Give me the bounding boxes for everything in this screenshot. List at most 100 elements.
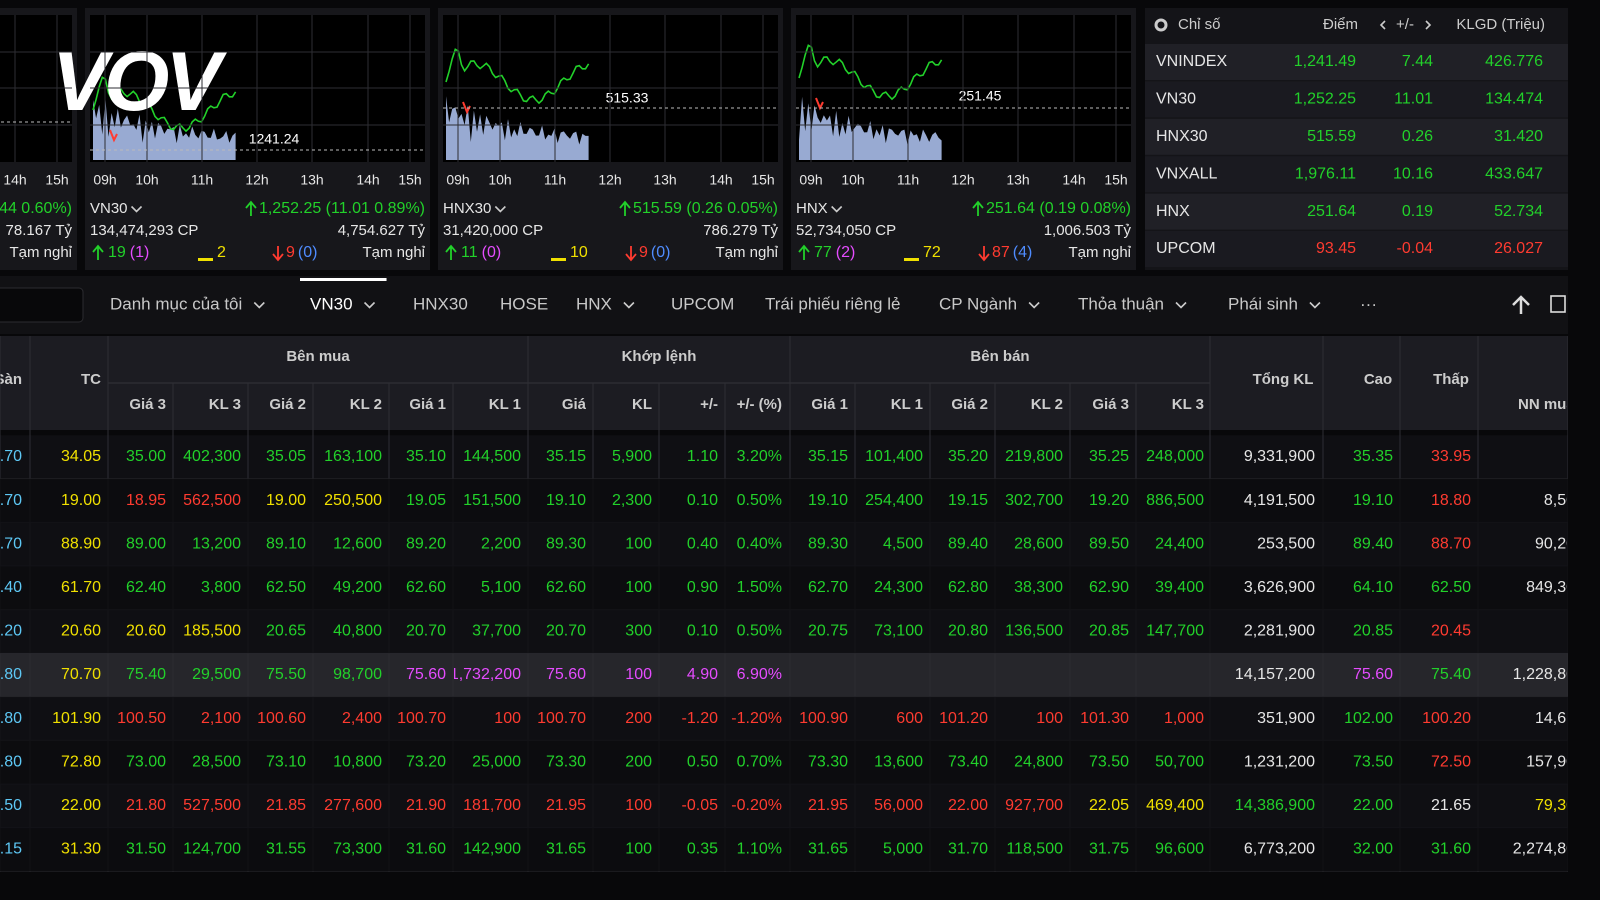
advancers: 19 (108, 244, 126, 261)
index-name: VN30 (90, 200, 128, 217)
table-cell: 35.35 (1353, 448, 1393, 465)
tab[interactable]: Phái sinh (1228, 294, 1298, 313)
table-row (0, 522, 1568, 566)
time-label: 11h (544, 172, 566, 188)
tab[interactable]: HNX30 (413, 294, 468, 313)
index-name: HNX30 (443, 200, 491, 217)
table-row (0, 784, 1568, 828)
table-cell: 24,300 (874, 579, 923, 596)
table-cell: .20 (0, 623, 22, 640)
arrow-up-icon (445, 244, 457, 260)
tab[interactable]: Trái phiếu riêng lẻ (765, 294, 900, 313)
table-cell: -1.20 (682, 710, 719, 727)
tab[interactable]: HOSE (500, 294, 548, 313)
table-cell: 13,600 (874, 753, 923, 770)
table-cell: 20.45 (1431, 623, 1471, 640)
table-cell: 5,900 (612, 448, 652, 465)
table-cell: 2,100 (201, 710, 241, 727)
table-cell: 62.90 (1089, 579, 1129, 596)
table-cell: 89.30 (546, 535, 586, 552)
table-cell: 13,200 (192, 535, 241, 552)
table-cell: 219,800 (1005, 448, 1063, 465)
table-cell: 19.10 (1353, 492, 1393, 509)
session-status: Tạm nghỉ (1068, 244, 1131, 261)
table-cell: 73.20 (406, 753, 446, 770)
table-cell: 37,700 (472, 623, 521, 640)
table-cell: 20.70 (546, 623, 586, 640)
table-cell: 32.00 (1353, 841, 1393, 858)
unchanged: 10 (570, 244, 588, 261)
tab[interactable]: CP Ngành (939, 294, 1017, 313)
tab[interactable]: VN30 (310, 294, 353, 313)
table-cell: 39,400 (1155, 579, 1204, 596)
scroll-top-icon[interactable] (1512, 295, 1530, 314)
time-label: 15h (1104, 172, 1127, 188)
index-row (1145, 118, 1568, 155)
table-cell: 35.15 (546, 448, 586, 465)
table-cell: 250,500 (324, 492, 382, 509)
sub-header: KL 2 (1031, 396, 1063, 413)
time-label: 13h (300, 172, 323, 188)
time-label: 12h (245, 172, 268, 188)
expand-icon[interactable] (1550, 295, 1566, 313)
table-cell: 1.50% (737, 579, 782, 596)
sub-header: KL 2 (350, 396, 382, 413)
table-cell: 21.80 (126, 797, 166, 814)
index-cell: 426.776 (1485, 53, 1543, 70)
table-cell: 101.30 (1080, 710, 1129, 727)
sub-header: KL 1 (891, 396, 923, 413)
column-header: TC (81, 371, 101, 388)
sub-header: Giá 2 (951, 396, 988, 413)
time-label: 11h (191, 172, 213, 188)
tab[interactable]: HNX (576, 294, 612, 313)
index-header: Chỉ số (1178, 16, 1221, 33)
table-cell: 14,61 (1535, 710, 1575, 727)
table-cell: 0.50% (737, 623, 782, 640)
table-cell: 35.25 (1089, 448, 1129, 465)
table-cell: 31.70 (948, 841, 988, 858)
index-cell: 134.474 (1485, 91, 1543, 108)
price-line (798, 44, 943, 101)
table-row (0, 696, 1568, 741)
arrow-up-icon (619, 200, 631, 216)
reference-label: 515.33 (606, 90, 649, 106)
index-volume: 31,420,000 CP (443, 222, 543, 239)
table-cell: 64.10 (1353, 579, 1393, 596)
table-cell: 96,600 (1155, 841, 1204, 858)
index-change: 515.59 (0.26 0.05%) (633, 200, 778, 217)
index-header: KLGD (Triệu) (1456, 16, 1545, 33)
ceiling-count: (1) (130, 244, 150, 261)
table-cell: 3,800 (201, 579, 241, 596)
table-cell: 10,800 (333, 753, 382, 770)
time-label: 09h (799, 172, 822, 188)
table-cell: 73.50 (1089, 753, 1129, 770)
table-cell: 61.70 (61, 579, 101, 596)
price-line (445, 48, 590, 105)
table-cell: 277,600 (324, 797, 382, 814)
tab[interactable]: Danh mục của tôi (110, 294, 242, 313)
index-name: UPCOM (1156, 240, 1216, 257)
search-box[interactable] (0, 287, 84, 323)
index-row (1145, 44, 1568, 80)
table-cell: 2,300 (612, 492, 652, 509)
sub-header: Giá 3 (1092, 396, 1129, 413)
arrow-up-icon (972, 200, 984, 216)
table-cell: 20.75 (808, 623, 848, 640)
sub-header: +/- (700, 396, 718, 413)
table-cell: 4,191,500 (1244, 492, 1315, 509)
session-status: Tạm nghỉ (9, 244, 72, 261)
tab[interactable]: Thỏa thuận (1078, 294, 1164, 313)
table-cell: 100.60 (257, 710, 306, 727)
table-cell: 89.40 (1353, 535, 1393, 552)
time-label: 11h (897, 172, 919, 188)
table-cell: 89.10 (266, 535, 306, 552)
flat-icon (551, 258, 566, 261)
table-cell: 75.60 (1353, 666, 1393, 683)
table-cell: 88.70 (1431, 535, 1471, 552)
table-cell: 1,732,200 (450, 666, 521, 683)
table-cell: 24,400 (1155, 535, 1204, 552)
tab[interactable]: ··· (1360, 294, 1377, 313)
tab[interactable]: UPCOM (671, 294, 734, 313)
table-cell: 102.00 (1344, 710, 1393, 727)
index-cell: 0.19 (1402, 203, 1433, 220)
